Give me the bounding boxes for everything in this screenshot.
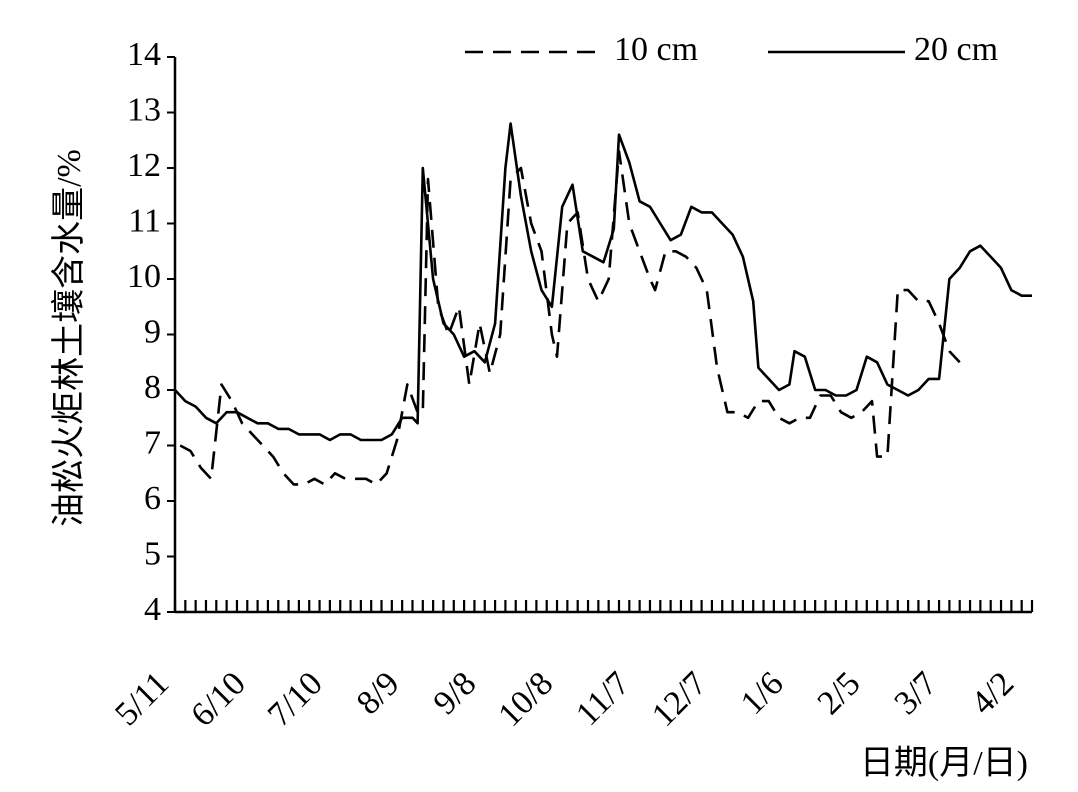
series-lines (174, 122, 1032, 486)
legend-label: 20 cm (914, 31, 998, 68)
x-axis-title: 日期(月/日) (860, 745, 1028, 782)
series-line-20cm (174, 122, 1032, 442)
legend-label: 10 cm (614, 31, 698, 68)
x-tick-label: 1/6 (734, 665, 791, 722)
x-tick-label: 2/5 (811, 665, 868, 722)
x-tick-label: 8/9 (350, 665, 407, 722)
x-tick-label: 9/8 (427, 665, 484, 722)
x-tick-label: 10/8 (491, 665, 560, 734)
series-line-10cm (179, 150, 961, 486)
x-tick-label: 7/10 (261, 665, 330, 734)
x-tick-label: 3/7 (887, 665, 944, 722)
y-tick-label: 14 (127, 36, 161, 73)
y-tick-label: 12 (127, 147, 161, 184)
y-tick-label: 13 (127, 91, 161, 128)
y-tick-label: 4 (144, 591, 161, 628)
y-tick-label: 8 (144, 369, 161, 406)
x-tick-label: 4/2 (964, 665, 1021, 722)
y-tick-label: 6 (144, 480, 161, 517)
y-tick-label: 10 (127, 258, 161, 295)
x-tick-label: 12/7 (645, 665, 714, 734)
x-tick-label: 11/7 (569, 665, 637, 733)
legend: 10 cm 20 cm (465, 31, 998, 68)
y-tick-label: 5 (144, 535, 161, 572)
axes: 4 5 6 7 8 9 10 11 12 13 14 5/11 6/10 7/10 8/9 9/8 10/8 11… (108, 36, 1034, 734)
y-tick-label: 9 (144, 313, 161, 350)
x-tick-label: 5/11 (108, 665, 176, 733)
y-tick-label: 7 (144, 424, 161, 461)
y-axis-title: 油松火炬林土壤含水量/% (50, 149, 88, 527)
y-tick-label: 11 (128, 202, 161, 239)
x-tick-label: 6/10 (184, 665, 253, 734)
